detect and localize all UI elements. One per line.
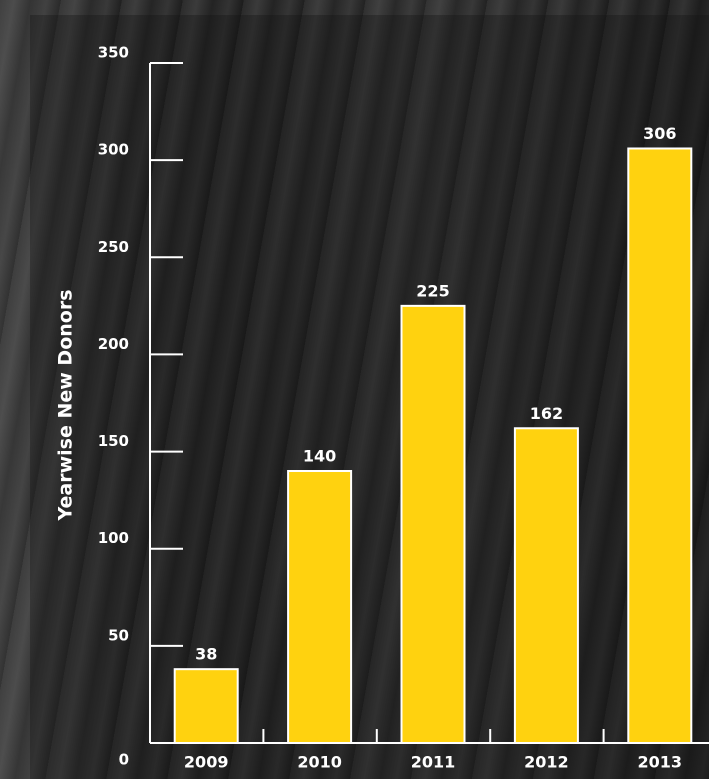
x-tick-label: 2012 [524, 753, 569, 772]
x-tick-label: 2013 [638, 753, 683, 772]
value-label: 162 [530, 404, 563, 423]
y-tick-label: 50 [108, 626, 129, 644]
value-label: 140 [303, 447, 336, 466]
y-tick-label: 300 [98, 141, 129, 159]
bar [173, 668, 239, 745]
chart-panel [30, 15, 709, 779]
bar [287, 470, 353, 744]
value-label: 38 [195, 645, 217, 664]
y-tick-label: 150 [98, 432, 129, 450]
bar [400, 304, 466, 744]
value-label: 225 [416, 281, 449, 300]
y-tick-label: 100 [98, 529, 129, 547]
bar [627, 147, 693, 744]
y-tick-label: 200 [98, 335, 129, 353]
x-tick-label: 2010 [297, 753, 342, 772]
y-axis-label: Yearwise New Donors [55, 289, 77, 521]
x-tick-label: 2011 [411, 753, 456, 772]
x-tick-label: 2009 [184, 753, 229, 772]
y-tick-label: 250 [98, 238, 129, 256]
bar [513, 427, 579, 744]
y-tick-label: 0 [119, 751, 129, 769]
y-tick-label: 350 [98, 44, 129, 62]
value-label: 306 [643, 124, 676, 143]
